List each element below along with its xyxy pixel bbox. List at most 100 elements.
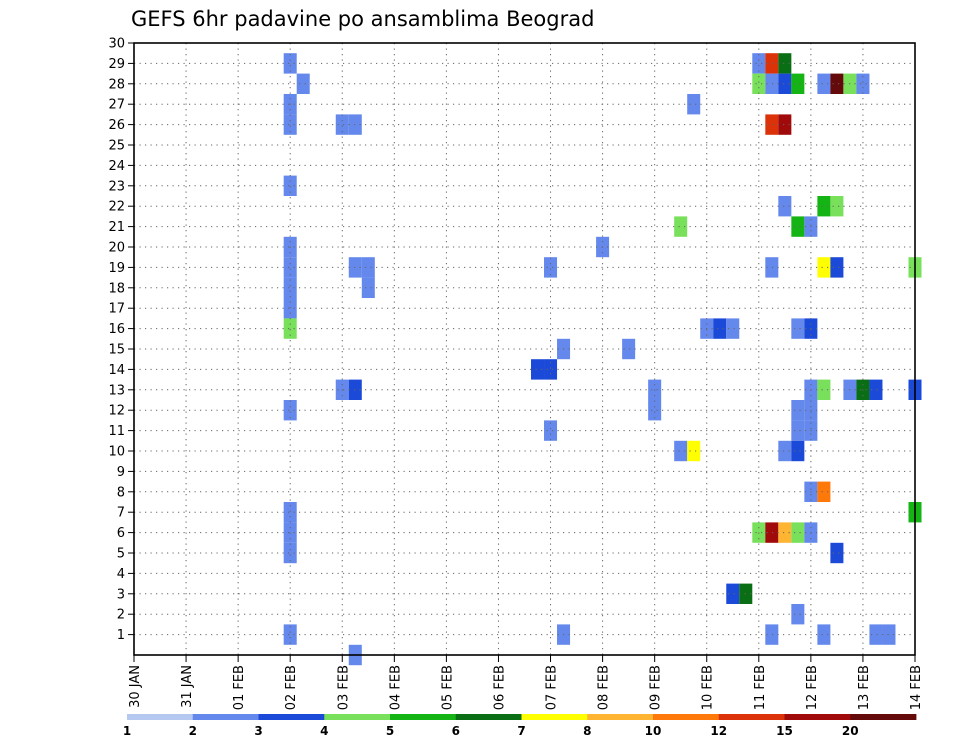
y-tick-label: 23 (108, 179, 125, 194)
ensemble-cell (752, 73, 766, 94)
x-tick-label: 01 FEB (232, 665, 247, 710)
ensemble-cell (283, 542, 297, 564)
grid-lines (134, 43, 915, 655)
colorbar-segment (390, 714, 457, 720)
ensemble-cell (856, 73, 870, 94)
x-tick-label: 07 FEB (545, 665, 560, 710)
ensemble-cell (791, 216, 805, 237)
ensemble-cell (830, 196, 844, 217)
ensemble-cell (283, 175, 297, 196)
x-tick-label: 10 FEB (701, 665, 716, 710)
x-tick-label: 02 FEB (284, 665, 299, 710)
y-tick-label: 10 (108, 445, 125, 460)
y-tick-label: 2 (117, 608, 125, 623)
ensemble-cell (778, 440, 792, 462)
ensemble-cell (674, 440, 688, 462)
y-tick-label: 7 (117, 506, 125, 521)
ensemble-cell (778, 522, 792, 543)
y-tick-label: 24 (108, 159, 125, 174)
ensemble-cell (765, 73, 779, 94)
ensemble-cell (765, 53, 779, 74)
ensemble-cell (531, 359, 545, 380)
colorbar-segment (784, 714, 851, 720)
ensemble-cell (817, 257, 831, 278)
colorbar-segment (324, 714, 391, 720)
ensemble-cell (817, 379, 831, 400)
y-tick-label: 19 (108, 261, 125, 276)
y-tick-label: 25 (108, 139, 125, 154)
colorbar-label: 6 (452, 724, 460, 738)
y-axis-ticks: 1234567891011121314151617181920212223242… (108, 37, 134, 643)
colorbar-segment (521, 714, 588, 720)
ensemble-cell (817, 481, 831, 502)
ensemble-cell (348, 114, 362, 135)
colorbar-label: 2 (189, 724, 197, 738)
ensemble-cell (791, 318, 805, 339)
x-tick-label: 06 FEB (492, 665, 507, 710)
ensemble-cell (544, 420, 558, 441)
colorbar-label: 7 (517, 724, 525, 738)
ensemble-cell (817, 196, 831, 217)
ensemble-cell (765, 114, 779, 135)
ensemble-cell (791, 73, 805, 94)
ensemble-cell (687, 94, 701, 115)
ensemble-cell (869, 379, 883, 400)
ensemble-cell (791, 400, 805, 421)
y-tick-label: 12 (108, 404, 125, 419)
ensemble-cell (791, 440, 805, 462)
colorbar-segment (718, 714, 785, 720)
x-tick-label: 04 FEB (388, 665, 403, 710)
ensemble-cell (830, 257, 844, 278)
x-tick-label: 09 FEB (649, 665, 664, 710)
chart-title: GEFS 6hr padavine po ansamblima Beograd (131, 7, 594, 31)
ensemble-cell (544, 257, 558, 278)
y-tick-label: 27 (108, 98, 125, 113)
ensemble-cell (296, 73, 310, 94)
ensemble-cell (778, 114, 792, 135)
ensemble-cell (752, 53, 766, 74)
ensemble-cell (361, 277, 375, 298)
ensemble-cell (739, 583, 753, 604)
y-tick-label: 17 (108, 302, 125, 317)
ensemble-cell (830, 73, 844, 94)
x-tick-label: 14 FEB (909, 665, 924, 710)
ensemble-cell (765, 257, 779, 278)
y-tick-label: 9 (117, 465, 125, 480)
y-tick-label: 8 (117, 485, 125, 500)
ensemble-cell (817, 73, 831, 94)
ensemble-cell (778, 53, 792, 74)
ensemble-cell (283, 277, 297, 298)
ensemble-cell (778, 196, 792, 217)
colorbar-segment (587, 714, 654, 720)
ensemble-cells (283, 53, 922, 666)
x-tick-label: 30 JAN (128, 665, 143, 708)
ensemble-cell (283, 257, 297, 278)
y-tick-label: 26 (108, 118, 125, 133)
y-tick-label: 1 (117, 628, 125, 643)
ensemble-cell (726, 583, 740, 604)
y-tick-label: 14 (108, 363, 125, 378)
x-tick-label: 08 FEB (597, 665, 612, 710)
ensemble-cell (765, 624, 779, 645)
colorbar-label: 5 (386, 724, 394, 738)
ensemble-cell (778, 73, 792, 94)
y-tick-label: 13 (108, 383, 125, 398)
y-tick-label: 15 (108, 343, 125, 358)
x-tick-label: 11 FEB (753, 665, 768, 710)
ensemble-cell (830, 542, 844, 564)
ensemble-cell (882, 624, 896, 645)
ensemble-cell (765, 522, 779, 543)
y-tick-label: 21 (108, 220, 125, 235)
x-tick-label: 31 JAN (180, 665, 195, 708)
ensemble-cell (687, 440, 701, 462)
ensemble-cell (283, 502, 297, 523)
x-tick-label: 03 FEB (336, 665, 351, 710)
y-tick-label: 6 (117, 526, 125, 541)
x-tick-label: 05 FEB (440, 665, 455, 710)
ensemble-cell (283, 400, 297, 421)
colorbar-segment (192, 714, 259, 720)
colorbar-label: 10 (645, 724, 662, 738)
colorbar-label: 8 (583, 724, 591, 738)
y-tick-label: 16 (108, 322, 125, 337)
